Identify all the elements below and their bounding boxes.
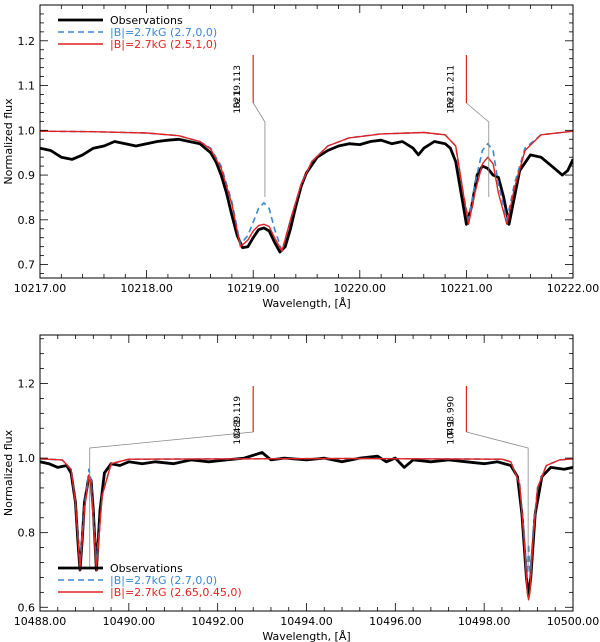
x-tick-label: 10488.00 [14,615,67,628]
y-tick-label: 0.8 [18,527,36,540]
y-axis-title: Normalized flux [2,98,15,185]
x-axis-title: Wavelength, [Å] [262,297,350,310]
series-group [40,131,573,252]
line-connector [253,103,265,197]
legend-label: |B|=2.7kG (2.65,0.45,0) [110,586,242,599]
y-tick-label: 0.8 [18,214,36,227]
y-tick-label: 1.0 [18,124,36,137]
x-tick-label: 10218.00 [120,282,173,295]
series-line-1 [40,459,573,578]
x-tick-label: 10494.00 [280,615,333,628]
x-tick-label: 10490.00 [103,615,156,628]
y-tick-label: 1.0 [18,452,36,465]
x-tick-label: 10496.00 [369,615,422,628]
x-axis-title: Wavelength, [Å] [262,630,350,642]
series-line-2 [40,131,573,251]
line-element-label: Fe 1 [446,90,456,109]
y-tick-label: 1.1 [18,80,36,93]
x-tick-label: 10221.00 [440,282,493,295]
series-line-0 [40,139,573,252]
series-line-1 [40,131,573,251]
line-element-label: Fe 1 [233,90,243,109]
x-tick-label: 10219.00 [227,282,280,295]
legend-label: |B|=2.7kG (2.5,1,0) [110,38,217,51]
y-tick-label: 0.9 [18,169,36,182]
y-tick-label: 0.7 [18,259,36,272]
y-tick-label: 1.2 [18,377,36,390]
x-tick-label: 10500.00 [547,615,600,628]
y-tick-label: 1.2 [18,35,36,48]
x-tick-label: 10492.00 [191,615,244,628]
y-axis-title: Normalized flux [2,429,15,516]
line-element-label: Cr 1 [233,419,243,438]
line-connector [90,432,253,568]
line-element-label: Ti 1 [446,420,456,437]
x-tick-label: 10498.00 [458,615,511,628]
x-tick-label: 10217.00 [14,282,67,295]
x-tick-label: 10222.00 [547,282,600,295]
x-tick-label: 10220.00 [334,282,387,295]
y-tick-label: 0.6 [18,601,36,614]
